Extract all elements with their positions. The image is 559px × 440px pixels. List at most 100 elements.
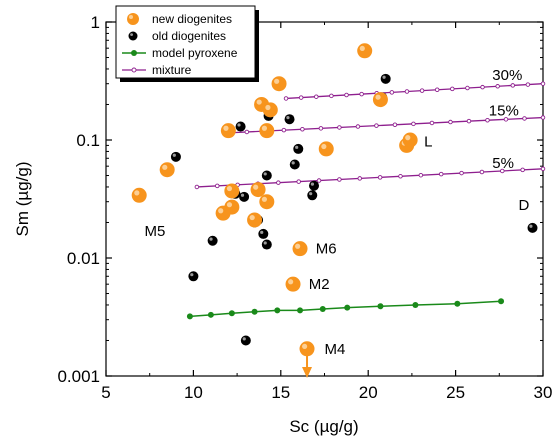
legend-old-marker (128, 31, 138, 41)
y-tick-label: 0.01 (67, 249, 100, 268)
old-diogenite-highlight (286, 116, 290, 120)
mixture-point (411, 121, 416, 127)
new-diogenite-point (259, 123, 275, 139)
new-diogenite-point (220, 123, 236, 139)
model-pyroxene-line (189, 300, 502, 318)
mixture-point (316, 178, 322, 183)
mixture-point (503, 117, 509, 122)
old-diogenite-point (261, 170, 272, 181)
mixture-point (500, 168, 505, 174)
mixture-point (377, 175, 383, 180)
mixture-point (344, 92, 349, 98)
mixture-point (300, 126, 305, 132)
old-diogenite-point (293, 143, 304, 154)
model-pyroxene-point (297, 307, 304, 314)
mixture-point (298, 95, 304, 100)
new-diogenite-highlight (223, 125, 229, 131)
sample-label: M2 (309, 276, 330, 293)
x-tick-label: 10 (184, 383, 203, 402)
legend-new-marker (127, 13, 139, 25)
old-diogenite-highlight (529, 224, 533, 228)
new-diogenite-point (131, 187, 147, 203)
new-diogenite-highlight (218, 208, 224, 214)
old-diogenite-highlight (237, 123, 241, 127)
mixture-point (318, 126, 324, 131)
mixture-point (434, 87, 440, 93)
mixture-point (479, 169, 485, 175)
old-diogenite-point (261, 239, 272, 250)
legend-mixture-marker (131, 67, 137, 73)
mixture-point (450, 86, 455, 92)
m4-arrow-head (302, 367, 313, 378)
old-diogenite-highlight (172, 153, 176, 157)
legend-model-marker (131, 50, 137, 56)
model-pyroxene-point (274, 307, 281, 314)
new-diogenite-point (318, 141, 334, 157)
old-diogenite-point (307, 190, 318, 201)
new-diogenite-highlight (134, 190, 140, 196)
old-diogenite-point (527, 222, 538, 233)
old-diogenite-point (235, 121, 246, 132)
mixture-point (540, 81, 546, 86)
mixture-point (314, 94, 319, 99)
sample-label: M5 (144, 223, 165, 240)
mixture-percent-label: 15% (489, 102, 519, 119)
old-diogenite-highlight (190, 273, 194, 277)
mixture-percent-label: 30% (492, 67, 522, 84)
old-diogenite-highlight (260, 230, 264, 234)
new-diogenite-point (292, 241, 308, 257)
legend-new-highlight (129, 15, 133, 19)
mixture-point (392, 122, 398, 127)
model-pyroxene-point (319, 305, 326, 312)
old-diogenite-highlight (291, 161, 295, 165)
new-diogenite-highlight (359, 45, 365, 52)
mixture-line (196, 168, 544, 188)
mixture-point (510, 83, 516, 88)
new-diogenite-highlight (162, 164, 168, 170)
old-diogenite-point (380, 73, 391, 84)
y-axis-label: Sm (µg/g) (13, 162, 32, 237)
mixture-point (281, 127, 287, 133)
mixture-point (459, 170, 464, 176)
old-diogenite-point (239, 191, 250, 202)
new-diogenite-highlight (321, 143, 327, 150)
mixture-point (429, 120, 435, 126)
mixture-point (337, 177, 342, 182)
old-diogenite-point (188, 271, 199, 282)
mixture-point (480, 84, 485, 90)
mixture-point (448, 119, 453, 125)
mixture-point (520, 167, 525, 173)
old-diogenite-point (258, 228, 269, 239)
new-diogenite-point (250, 182, 266, 198)
mixture-point (389, 90, 395, 95)
old-diogenite-highlight (242, 337, 246, 341)
new-diogenite-highlight (226, 202, 233, 208)
sample-label: M4 (325, 341, 346, 358)
legend-label: old diogenites (152, 29, 226, 43)
mixture-point (495, 84, 500, 89)
mixture-point (522, 116, 527, 121)
model-pyroxene-point (251, 308, 258, 315)
mixture-point (276, 180, 281, 185)
new-diogenite-point (271, 76, 287, 92)
old-diogenite-point (240, 335, 251, 346)
new-diogenite-highlight (302, 343, 308, 350)
legend-old-highlight (130, 33, 134, 36)
new-diogenite-point (285, 276, 301, 292)
old-diogenite-highlight (309, 192, 313, 196)
new-diogenite-highlight (375, 94, 381, 100)
new-diogenite-highlight (288, 279, 294, 285)
old-diogenite-point (289, 159, 300, 170)
mixture-point (244, 129, 250, 135)
old-diogenite-point (284, 114, 295, 125)
mixture-point (296, 179, 301, 184)
legend: new diogenites old diogenites model pyroxe… (115, 5, 259, 82)
new-diogenite-highlight (226, 185, 233, 192)
model-pyroxene-point (344, 304, 351, 311)
new-diogenite-point (259, 194, 275, 210)
model-pyroxene-point (228, 310, 235, 317)
old-diogenite-highlight (295, 145, 299, 149)
new-diogenite-highlight (261, 196, 268, 202)
old-diogenite-highlight (263, 241, 267, 245)
